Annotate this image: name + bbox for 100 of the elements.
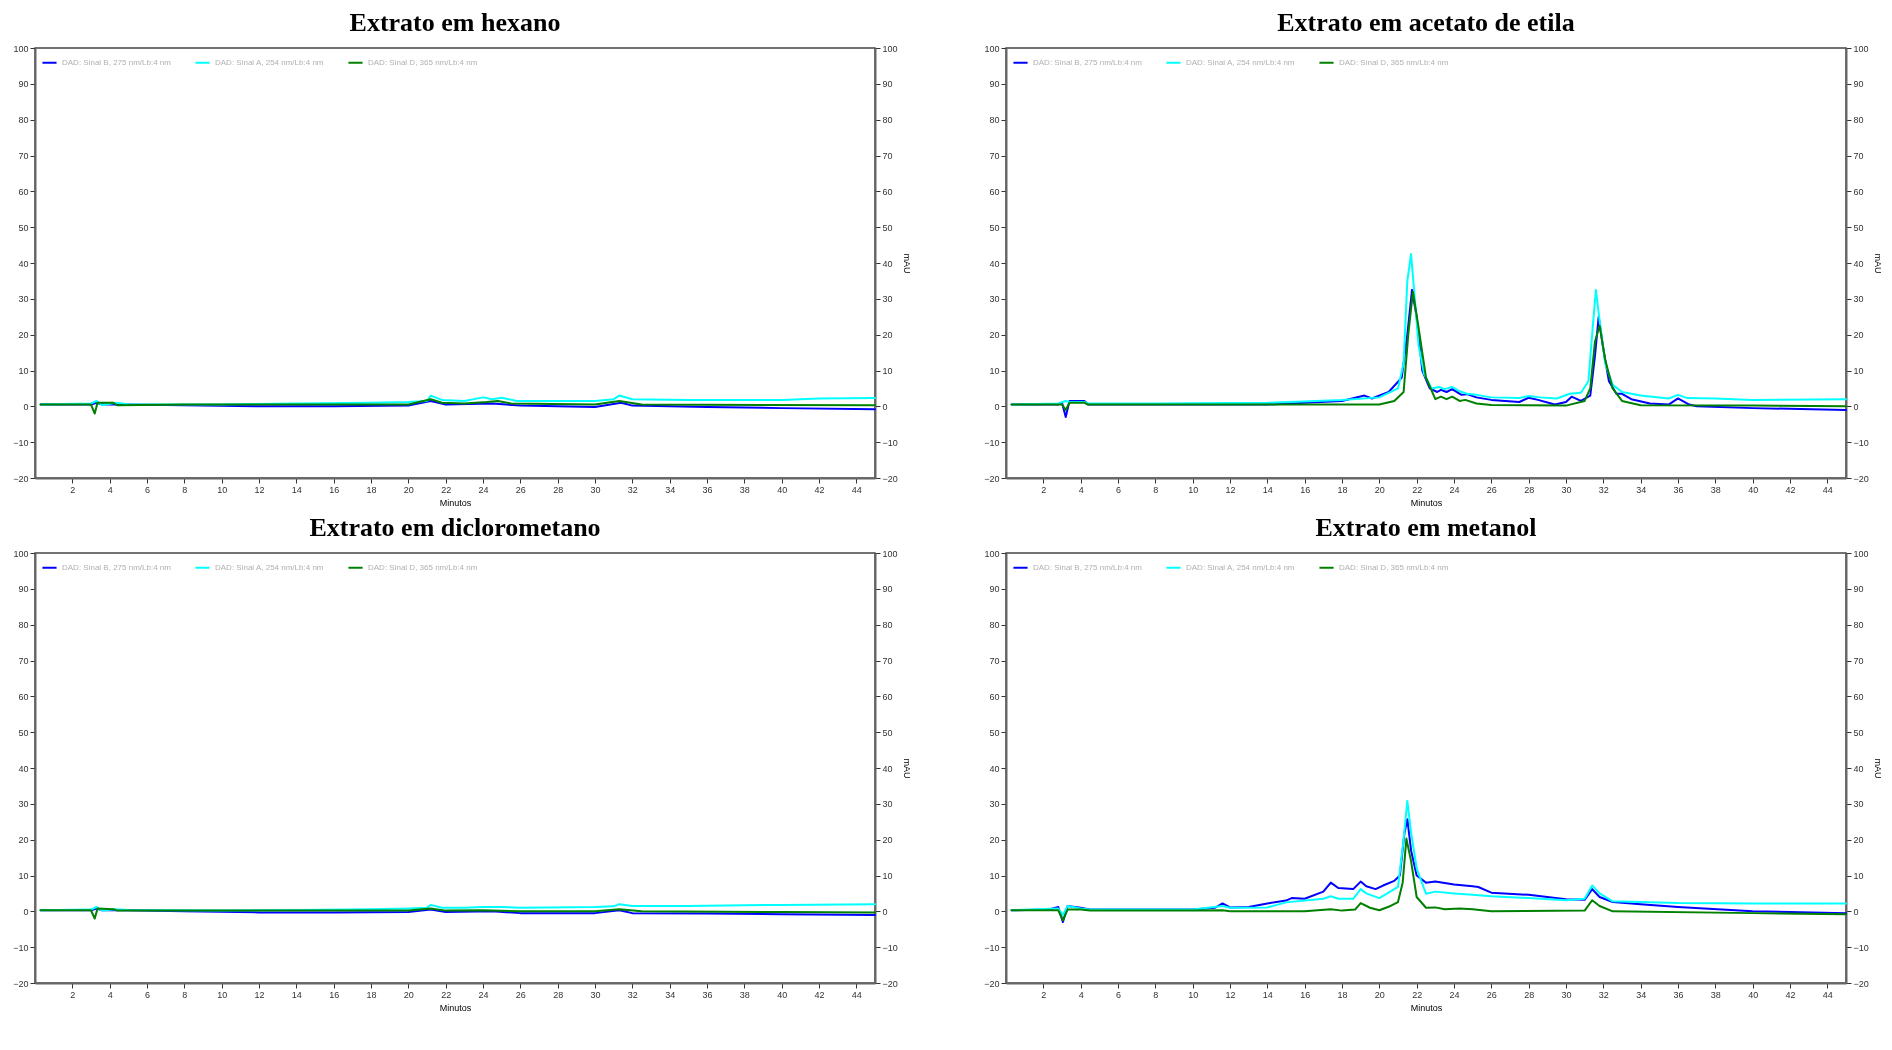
y-tick-label: 10 — [989, 871, 1000, 881]
x-tick-label: 30 — [590, 484, 601, 495]
line-series — [39, 907, 876, 920]
x-axis-title: Minutos — [1410, 497, 1443, 508]
y2-tick-label: −10 — [1853, 437, 1869, 448]
y2-tick-label: 80 — [1853, 115, 1864, 126]
x-tick-label: 40 — [1748, 989, 1759, 1000]
x-tick-label: 40 — [777, 484, 788, 495]
y-tick-label: 80 — [989, 115, 1000, 126]
y2-tick-label: 100 — [1853, 548, 1869, 559]
y-tick-label: 100 — [984, 548, 1000, 559]
x-tick-label: 6 — [144, 484, 151, 495]
x-tick-label: 34 — [1636, 989, 1647, 1000]
y-tick-label: 60 — [18, 691, 29, 702]
y-tick-label: 0 — [994, 906, 1000, 917]
y-tick-label: −20 — [984, 978, 1000, 989]
y2-tick-label: −20 — [1853, 978, 1869, 989]
y-tick-label: −10 — [984, 437, 1000, 448]
x-tick-label: 32 — [627, 484, 638, 495]
x-tick-label: 12 — [1225, 484, 1236, 495]
x-tick-label: 38 — [1710, 989, 1721, 1000]
y-tick-label: 80 — [989, 620, 1000, 631]
x-tick-label: 14 — [291, 989, 302, 1000]
x-tick-label: 6 — [1115, 484, 1122, 495]
y2-tick-label: 100 — [882, 548, 898, 559]
x-tick-label: 34 — [665, 989, 676, 1000]
y-tick-label: 50 — [18, 222, 29, 233]
y2-tick-label: 50 — [1853, 727, 1864, 738]
x-tick-label: 40 — [777, 989, 788, 1000]
y2-tick-label: 80 — [882, 620, 893, 631]
y-tick-label: 40 — [989, 763, 1000, 774]
x-tick-label: 10 — [1188, 989, 1199, 1000]
y-tick-label: 70 — [18, 656, 29, 666]
y2-tick-label: 90 — [1853, 584, 1864, 595]
y2-tick-label: 60 — [1853, 186, 1864, 197]
legend-label: DAD: Sinal A, 254 nm/Lb:4 nm — [1186, 57, 1295, 67]
y2-tick-label: 70 — [882, 151, 893, 161]
x-tick-label: 4 — [1078, 989, 1084, 1000]
y-tick-label: 20 — [18, 835, 29, 846]
y2-tick-label: 30 — [1853, 799, 1864, 810]
x-tick-label: 22 — [441, 989, 452, 1000]
x-tick-label: 28 — [553, 484, 564, 495]
y2-axis-title: mAU — [901, 758, 912, 779]
x-tick-label: 4 — [107, 989, 113, 1000]
y2-tick-label: 40 — [1853, 258, 1864, 269]
legend-label: DAD: Sinal B, 275 nm/Lb:4 nm — [1033, 562, 1143, 572]
y-tick-label: 10 — [18, 871, 29, 881]
x-tick-label: 40 — [1748, 484, 1759, 495]
x-tick-label: 42 — [814, 989, 825, 1000]
y2-tick-label: 40 — [1853, 763, 1864, 774]
y2-tick-label: 10 — [1853, 871, 1864, 881]
y-tick-label: 60 — [989, 186, 1000, 197]
y2-tick-label: 70 — [882, 656, 893, 666]
y-tick-label: 70 — [989, 656, 1000, 666]
x-tick-label: 4 — [1078, 484, 1084, 495]
y-tick-label: 20 — [18, 330, 29, 341]
y-tick-label: 0 — [23, 906, 29, 917]
x-tick-label: 10 — [1188, 484, 1199, 495]
x-tick-label: 12 — [254, 484, 265, 495]
x-axis-title: Minutos — [1410, 1002, 1443, 1013]
y2-tick-label: 80 — [1853, 620, 1864, 631]
x-tick-label: 34 — [665, 484, 676, 495]
y2-tick-label: 90 — [882, 79, 893, 90]
x-tick-label: 30 — [1561, 484, 1572, 495]
y2-tick-label: 40 — [882, 763, 893, 774]
y-tick-label: 70 — [18, 151, 29, 161]
legend-label: DAD: Sinal A, 254 nm/Lb:4 nm — [215, 562, 324, 572]
y-tick-label: 40 — [18, 763, 29, 774]
y-tick-label: 40 — [989, 258, 1000, 269]
y2-tick-label: 0 — [882, 906, 888, 917]
x-tick-label: 36 — [1673, 989, 1684, 1000]
x-tick-label: 38 — [739, 989, 750, 1000]
line-series — [39, 398, 876, 415]
x-tick-label: 14 — [1262, 989, 1273, 1000]
x-tick-label: 2 — [1041, 989, 1047, 1000]
x-tick-label: 44 — [851, 989, 862, 1000]
y2-tick-label: 0 — [1853, 401, 1859, 412]
y-tick-label: 20 — [989, 330, 1000, 341]
x-tick-label: 44 — [1822, 484, 1833, 495]
legend-label: DAD: Sinal B, 275 nm/Lb:4 nm — [1033, 57, 1143, 67]
y-tick-label: 40 — [18, 258, 29, 269]
y2-tick-label: 60 — [1853, 691, 1864, 702]
y2-tick-label: 20 — [1853, 835, 1864, 846]
y-tick-label: −20 — [13, 473, 29, 484]
line-series — [1010, 253, 1847, 406]
x-tick-label: 8 — [182, 484, 188, 495]
y-tick-label: 70 — [989, 151, 1000, 161]
y-tick-label: 80 — [18, 620, 29, 631]
x-tick-label: 36 — [702, 484, 713, 495]
x-tick-label: 10 — [217, 989, 228, 1000]
x-tick-label: 6 — [1115, 989, 1122, 1000]
y2-tick-label: 30 — [882, 294, 893, 305]
line-series — [39, 394, 876, 407]
y2-tick-label: 20 — [882, 835, 893, 846]
x-tick-label: 16 — [1300, 989, 1311, 1000]
y2-tick-label: 20 — [1853, 330, 1864, 341]
y2-tick-label: −10 — [1853, 942, 1869, 953]
y2-tick-label: 10 — [882, 366, 893, 376]
legend-label: DAD: Sinal D, 365 nm/Lb:4 nm — [1339, 562, 1449, 572]
y-tick-label: 90 — [989, 584, 1000, 595]
